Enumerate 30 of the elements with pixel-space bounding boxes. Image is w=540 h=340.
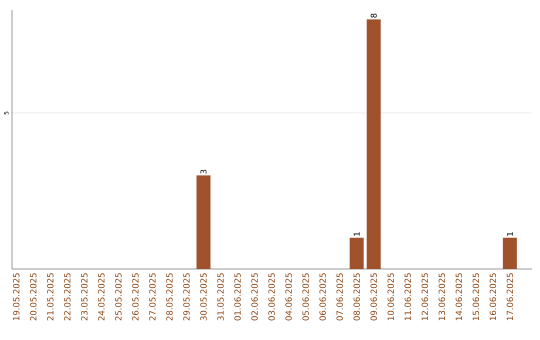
x-tick-label: 05.06.2025 [302,273,309,320]
x-tick-label: 29.05.2025 [183,273,190,320]
x-tick-label: 24.05.2025 [98,273,105,320]
x-tick-label: 26.05.2025 [132,273,139,320]
x-tick-label: 06.06.2025 [319,273,326,320]
x-tick-label: 16.06.2025 [490,273,496,320]
x-tick-label: 31.05.2025 [217,273,224,320]
x-tick-label: 12.06.2025 [422,273,428,320]
x-tick-label: 03.06.2025 [268,273,275,320]
x-tick-label: 08.06.2025 [353,273,360,320]
x-tick-label: 20.05.2025 [30,273,36,320]
x-tick-label: 02.06.2025 [251,273,258,320]
x-tick-label: 04.06.2025 [285,273,292,320]
x-tick-label: 13.06.2025 [438,273,445,320]
x-tick-label: 09.06.2025 [370,273,377,320]
x-tick-label: 19.05.2025 [13,273,20,320]
x-tick-label: 14.06.2025 [456,273,462,320]
x-tick-label: 25.05.2025 [115,273,122,320]
x-tick-label: 22.05.2025 [64,273,71,320]
x-tick-label: 07.06.2025 [336,273,343,320]
x-tick-label: 01.06.2025 [234,273,241,320]
x-tick-label: 21.05.2025 [47,273,54,320]
x-tick-label: 15.06.2025 [472,273,480,320]
x-tick-label: 17.06.2025 [506,273,514,320]
x-tick-label: 27.05.2025 [149,273,156,320]
x-tick-label: 10.06.2025 [388,273,394,320]
x-tick-label: 28.05.2025 [166,273,173,320]
x-tick-label: 11.06.2025 [404,273,411,320]
x-tick-label: 23.05.2025 [81,273,88,320]
x-tick-label: 30.05.2025 [200,273,207,320]
